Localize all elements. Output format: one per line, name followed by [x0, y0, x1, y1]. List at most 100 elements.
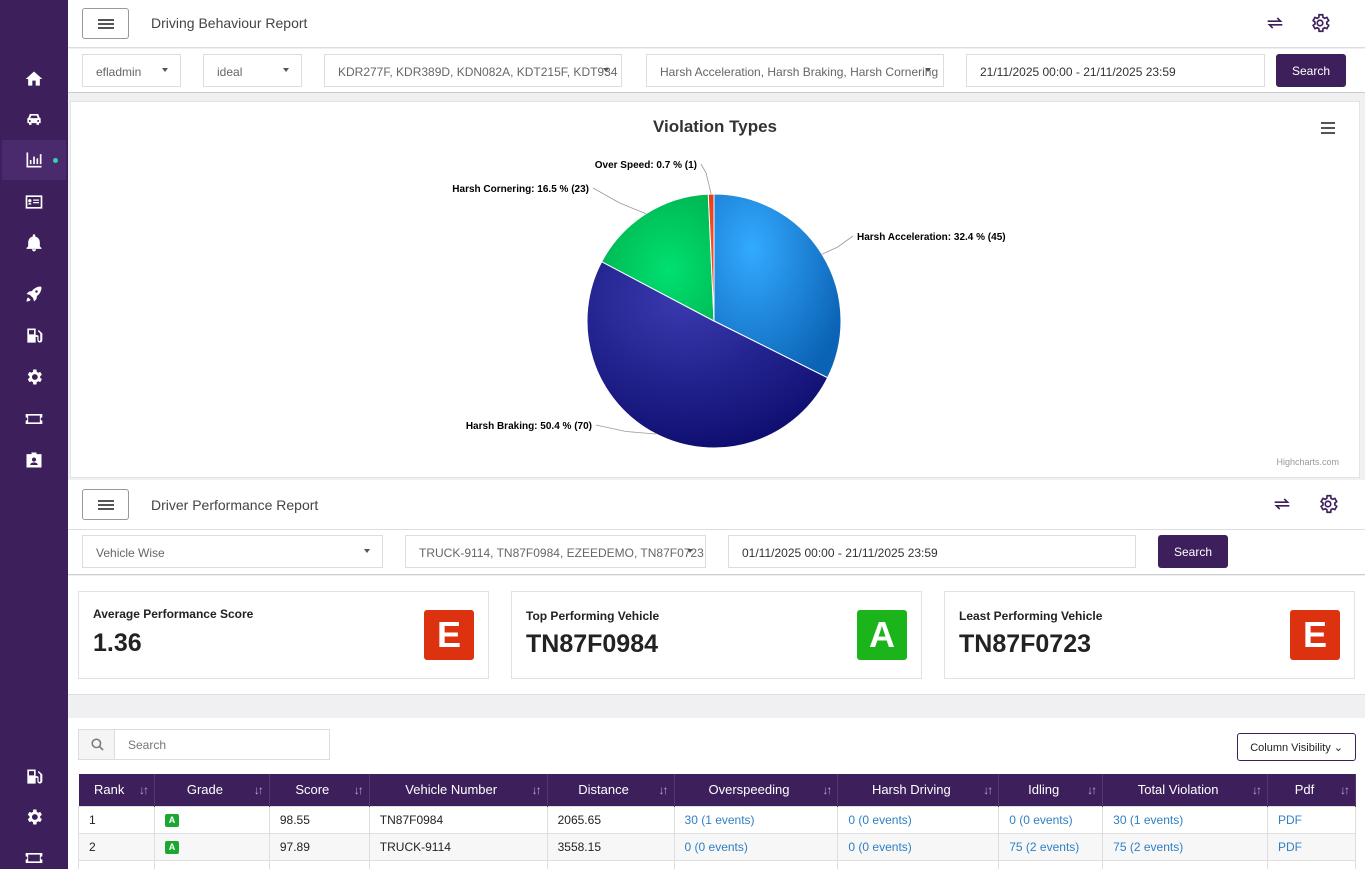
- sort-icon: ↓↑: [353, 783, 364, 797]
- card-value: TN87F0723: [959, 630, 1092, 658]
- performance-search-button[interactable]: Search: [1158, 535, 1228, 568]
- column-visibility-label: Column Visibility: [1250, 741, 1331, 754]
- chart-title: Violation Types: [652, 117, 778, 136]
- refresh-icon[interactable]: [1271, 493, 1295, 517]
- data-label-harsh-acceleration: Harsh Acceleration: 32.4 % (45): [857, 232, 1006, 243]
- settings-gear-icon[interactable]: [1317, 493, 1341, 517]
- ticket-icon[interactable]: [22, 846, 46, 869]
- fuel-icon[interactable]: [22, 765, 46, 789]
- card-label: Least Performing Vehicle: [959, 609, 1103, 623]
- chevron-down-icon: [603, 68, 609, 72]
- behaviour-search-button[interactable]: Search: [1276, 54, 1346, 87]
- chart-bar-icon[interactable]: [22, 148, 46, 172]
- user-select[interactable]: efladmin: [82, 54, 181, 87]
- cell-pdf-link[interactable]: PDF: [1267, 805, 1356, 834]
- hamburger-icon: [97, 499, 114, 510]
- col-header-overspeeding[interactable]: Overspeeding ↓↑: [674, 774, 839, 806]
- badge-icon[interactable]: [22, 448, 46, 472]
- pie-slice-harsh-braking[interactable]: [586, 261, 829, 449]
- card-value: TN87F0984: [526, 630, 659, 658]
- violation-types-chart: Violation Types Harsh Acceleration: 32.4…: [70, 101, 1360, 478]
- table-header-row: Rank ↓↑ Grade ↓↑ Score ↓↑ Vehicle Number ↓↑ …: [78, 774, 1356, 806]
- average-score-card: Average Performance Score 1.36 E: [78, 591, 489, 679]
- cell-idling-link[interactable]: 0 (0 events): [998, 805, 1104, 834]
- col-header-idling[interactable]: Idling ↓↑: [998, 774, 1104, 806]
- refresh-icon[interactable]: [1264, 12, 1288, 36]
- car-icon[interactable]: [22, 107, 46, 131]
- col-header-grade[interactable]: Grade ↓↑: [154, 774, 270, 806]
- connector-line: [595, 424, 656, 435]
- cell-total-link[interactable]: 30 (1 events): [1102, 805, 1268, 834]
- cell-total-link[interactable]: 75 (2 events): [1102, 832, 1268, 861]
- column-visibility-button[interactable]: Column Visibility ⌄: [1237, 733, 1356, 761]
- perf-vehicles-select-value: TRUCK-9114, TN87F0984, EZEEDEMO, TN87F07…: [419, 546, 704, 560]
- cell-overspeeding-link[interactable]: 30 (1 events): [673, 805, 839, 834]
- page-title: Driving Behaviour Report: [151, 15, 308, 31]
- cell-rank: 1: [78, 805, 155, 834]
- data-label-harsh-cornering: Harsh Cornering: 16.5 % (23): [452, 184, 589, 195]
- cell-distance: 3558.15: [546, 832, 675, 861]
- search-icon: [79, 730, 115, 759]
- gear-icon[interactable]: [22, 805, 46, 829]
- cell-rank: 2: [78, 832, 155, 861]
- pie-chart-svg: Harsh Acceleration: 32.4 % (45) Harsh Bra…: [452, 160, 1006, 449]
- sort-icon: ↓↑: [822, 783, 832, 797]
- card-value: 1.36: [93, 629, 142, 657]
- table-row: 2 A 97.89 TRUCK-9114 3558.15 0 (0 events…: [78, 832, 1356, 861]
- bell-icon[interactable]: [22, 231, 46, 255]
- cell-distance: 2065.65: [546, 805, 675, 834]
- col-header-rank[interactable]: Rank ↓↑: [78, 774, 155, 806]
- gear-icon[interactable]: [22, 365, 46, 389]
- sort-icon: ↓↑: [658, 783, 669, 797]
- grade-badge: E: [424, 610, 474, 660]
- perf-date-range-input[interactable]: 01/11/2025 00:00 - 21/11/2025 23:59: [728, 535, 1136, 568]
- user-select-value: efladmin: [96, 65, 142, 79]
- cell-score: 97.89: [268, 832, 370, 861]
- chevron-down-icon: [283, 68, 289, 72]
- violations-select-value: Harsh Acceleration, Harsh Braking, Harsh…: [660, 65, 939, 79]
- pie-slice-harsh-acceleration[interactable]: [713, 193, 842, 379]
- chart-credits[interactable]: Highcharts.com: [1276, 457, 1339, 467]
- id-card-icon[interactable]: [22, 190, 46, 214]
- performance-menu-button[interactable]: [82, 489, 129, 520]
- group-select[interactable]: ideal: [203, 54, 302, 87]
- grade-badge: A: [857, 610, 907, 660]
- behaviour-menu-button[interactable]: [82, 8, 129, 39]
- chart-context-menu-icon[interactable]: [1321, 122, 1335, 134]
- col-header-harsh-driving[interactable]: Harsh Driving ↓↑: [837, 774, 1000, 806]
- mode-select[interactable]: Vehicle Wise: [82, 535, 383, 568]
- table-row: [78, 859, 1356, 869]
- cell-vehicle: TN87F0984: [368, 805, 548, 834]
- violations-select[interactable]: Harsh Acceleration, Harsh Braking, Harsh…: [646, 54, 944, 87]
- performance-table-section: Column Visibility ⌄ Rank↓↑ Grade↓↑ Score…: [68, 718, 1365, 869]
- table-search-input[interactable]: [116, 730, 326, 759]
- rocket-icon[interactable]: [22, 282, 46, 306]
- date-range-input[interactable]: 21/11/2025 00:00 - 21/11/2025 23:59: [966, 54, 1265, 87]
- cell-idling-link[interactable]: 75 (2 events): [998, 832, 1104, 861]
- group-select-value: ideal: [217, 65, 243, 79]
- cell-grade: A: [153, 832, 270, 861]
- active-indicator-dot: [53, 158, 58, 163]
- performance-report-header: Driver Performance Report: [68, 480, 1365, 530]
- fuel-icon[interactable]: [22, 324, 46, 348]
- cell-pdf-link[interactable]: PDF: [1267, 832, 1356, 861]
- perf-vehicles-select[interactable]: TRUCK-9114, TN87F0984, EZEEDEMO, TN87F07…: [405, 535, 706, 568]
- home-icon[interactable]: [22, 67, 46, 91]
- sidebar: [0, 0, 68, 869]
- col-header-score[interactable]: Score ↓↑: [269, 774, 370, 806]
- sort-icon: ↓↑: [531, 783, 542, 797]
- settings-gear-icon[interactable]: [1309, 12, 1333, 36]
- cell-overspeeding-link[interactable]: 0 (0 events): [673, 832, 839, 861]
- cell-harsh-link[interactable]: 0 (0 events): [837, 832, 1000, 861]
- col-header-distance[interactable]: Distance ↓↑: [547, 774, 675, 806]
- col-header-vehicle[interactable]: Vehicle Number ↓↑: [369, 774, 548, 806]
- col-header-total-violation[interactable]: Total Violation ↓↑: [1102, 774, 1268, 806]
- col-header-pdf[interactable]: Pdf ↓↑: [1267, 774, 1356, 806]
- ticket-icon[interactable]: [22, 407, 46, 431]
- pie-slice-harsh-cornering[interactable]: [601, 193, 715, 322]
- cell-harsh-link[interactable]: 0 (0 events): [837, 805, 1000, 834]
- cell-vehicle: TRUCK-9114: [368, 832, 548, 861]
- mode-select-value: Vehicle Wise: [96, 546, 165, 560]
- chevron-down-icon: [162, 68, 168, 72]
- vehicles-select[interactable]: KDR277F, KDR389D, KDN082A, KDT215F, KDT9…: [324, 54, 622, 87]
